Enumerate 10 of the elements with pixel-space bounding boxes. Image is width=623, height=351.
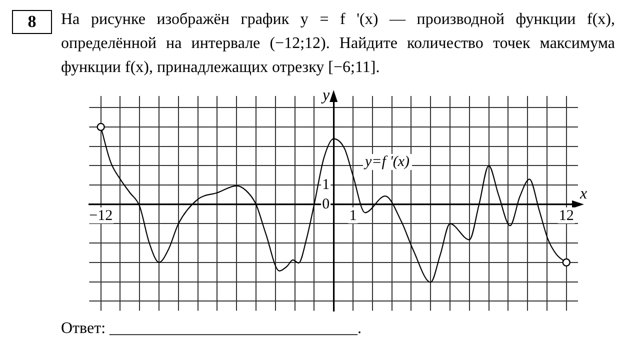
x-tick-label: 12: [558, 208, 574, 224]
annotation: y=f '(x): [363, 154, 412, 170]
chart-title: На рисунке изображён график y = f '(x) — производной функции f(x), определённой на интервале (−12;12). Найдите количество точек максимума функции f(x), принадлежащих отрезку [−6;11].: [61, 10, 615, 78]
text: Ответ: _______________________________.: [61, 320, 362, 338]
y-axis-title: y: [320, 87, 330, 104]
x-tick-label: −12: [89, 208, 113, 224]
text: 8: [12, 10, 52, 34]
y-tick-label: 0: [322, 196, 330, 212]
x-tick-label: 1: [349, 208, 357, 224]
x-axis-title: x: [579, 186, 588, 203]
